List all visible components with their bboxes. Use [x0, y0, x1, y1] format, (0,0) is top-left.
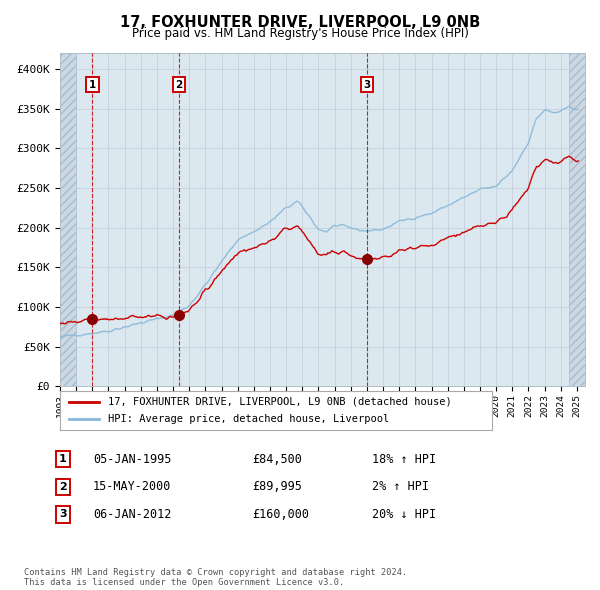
Text: 3: 3 [59, 510, 67, 519]
Bar [569, 53, 585, 386]
Text: 18% ↑ HPI: 18% ↑ HPI [372, 453, 436, 466]
Text: 1: 1 [59, 454, 67, 464]
Text: £84,500: £84,500 [252, 453, 302, 466]
Text: £89,995: £89,995 [252, 480, 302, 493]
Text: £160,000: £160,000 [252, 508, 309, 521]
Text: Price paid vs. HM Land Registry's House Price Index (HPI): Price paid vs. HM Land Registry's House … [131, 27, 469, 40]
Text: 05-JAN-1995: 05-JAN-1995 [93, 453, 172, 466]
Bar [60, 53, 76, 386]
Text: 2: 2 [59, 482, 67, 491]
Text: 06-JAN-2012: 06-JAN-2012 [93, 508, 172, 521]
Bar [60, 53, 76, 386]
Text: 17, FOXHUNTER DRIVE, LIVERPOOL, L9 0NB (detached house): 17, FOXHUNTER DRIVE, LIVERPOOL, L9 0NB (… [107, 397, 451, 407]
Text: 1: 1 [89, 80, 96, 90]
Text: 17, FOXHUNTER DRIVE, LIVERPOOL, L9 0NB: 17, FOXHUNTER DRIVE, LIVERPOOL, L9 0NB [120, 15, 480, 30]
Bar [569, 53, 585, 386]
Text: 20% ↓ HPI: 20% ↓ HPI [372, 508, 436, 521]
Text: 15-MAY-2000: 15-MAY-2000 [93, 480, 172, 493]
Text: HPI: Average price, detached house, Liverpool: HPI: Average price, detached house, Live… [107, 414, 389, 424]
Text: 3: 3 [364, 80, 371, 90]
Text: Contains HM Land Registry data © Crown copyright and database right 2024.
This d: Contains HM Land Registry data © Crown c… [24, 568, 407, 587]
Text: 2: 2 [175, 80, 182, 90]
Text: 2% ↑ HPI: 2% ↑ HPI [372, 480, 429, 493]
